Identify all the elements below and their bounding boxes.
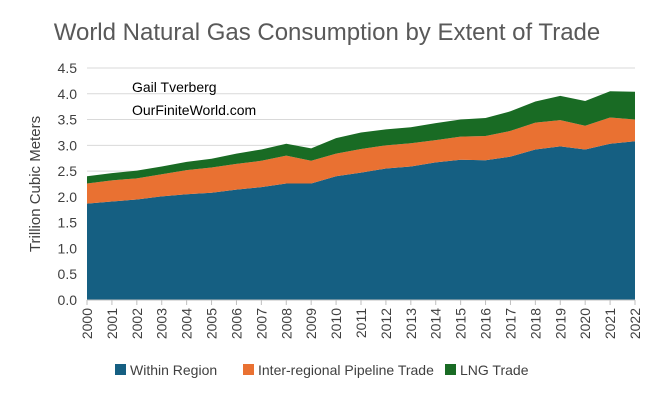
x-tick-label: 2015 (453, 308, 469, 339)
y-tick-label: 4.0 (58, 86, 78, 102)
legend-swatch (445, 364, 456, 375)
author-annotation: Gail Tverberg (132, 79, 217, 95)
y-tick-label: 2.5 (58, 163, 78, 179)
x-tick-label: 2004 (179, 308, 195, 339)
website-annotation: OurFiniteWorld.com (132, 102, 256, 118)
y-tick-label: 0.5 (58, 266, 78, 282)
x-tick-label: 2019 (552, 308, 568, 339)
x-tick-label: 2007 (253, 308, 269, 339)
x-tick-label: 2006 (228, 308, 244, 339)
x-axis-ticks: 2000 2001 2002 2003 2004 2005 2006 2007 2008 2009… (79, 299, 643, 339)
x-tick-label: 2000 (79, 308, 95, 339)
legend: Within Region Inter-regional Pipeline Tra… (115, 362, 529, 378)
x-tick-label: 2005 (204, 308, 220, 339)
x-tick-label: 2020 (577, 308, 593, 339)
x-tick-label: 2001 (104, 308, 120, 339)
x-tick-label: 2009 (303, 308, 319, 339)
y-tick-label: 0.0 (58, 292, 78, 308)
x-tick-label: 2021 (602, 308, 618, 339)
y-tick-label: 1.5 (58, 215, 78, 231)
area-lng-trade (87, 91, 635, 184)
area-inter-regional-pipeline-trade (87, 117, 635, 204)
chart-title: World Natural Gas Consumption by Extent … (54, 19, 600, 46)
legend-label: Inter-regional Pipeline Trade (258, 362, 434, 378)
x-tick-label: 2017 (502, 308, 518, 339)
y-axis-ticks: 0.0 0.5 1.0 1.5 2.0 2.5 3.0 3.5 4.0 4.5 (58, 60, 78, 308)
area-within-region (87, 141, 635, 300)
areas (87, 91, 635, 300)
x-tick-label: 2022 (627, 308, 643, 339)
x-tick-label: 2011 (353, 308, 369, 338)
y-tick-label: 4.5 (58, 60, 78, 76)
x-tick-label: 2018 (527, 308, 543, 339)
x-tick-label: 2008 (278, 308, 294, 339)
x-tick-label: 2002 (129, 308, 145, 339)
x-tick-label: 2016 (478, 308, 494, 339)
legend-label: Within Region (130, 362, 217, 378)
x-tick-label: 2012 (378, 308, 394, 339)
x-tick-label: 2010 (328, 308, 344, 339)
legend-label: LNG Trade (460, 362, 529, 378)
legend-swatch (243, 364, 254, 375)
x-tick-label: 2013 (403, 308, 419, 339)
y-tick-label: 3.0 (58, 137, 78, 153)
y-tick-label: 3.5 (58, 112, 78, 128)
y-tick-label: 2.0 (58, 189, 78, 205)
legend-swatch (115, 364, 126, 375)
x-tick-label: 2014 (428, 308, 444, 339)
y-tick-label: 1.0 (58, 240, 78, 256)
y-axis-label: Trillion Cubic Meters (27, 116, 44, 252)
x-tick-label: 2003 (154, 308, 170, 339)
